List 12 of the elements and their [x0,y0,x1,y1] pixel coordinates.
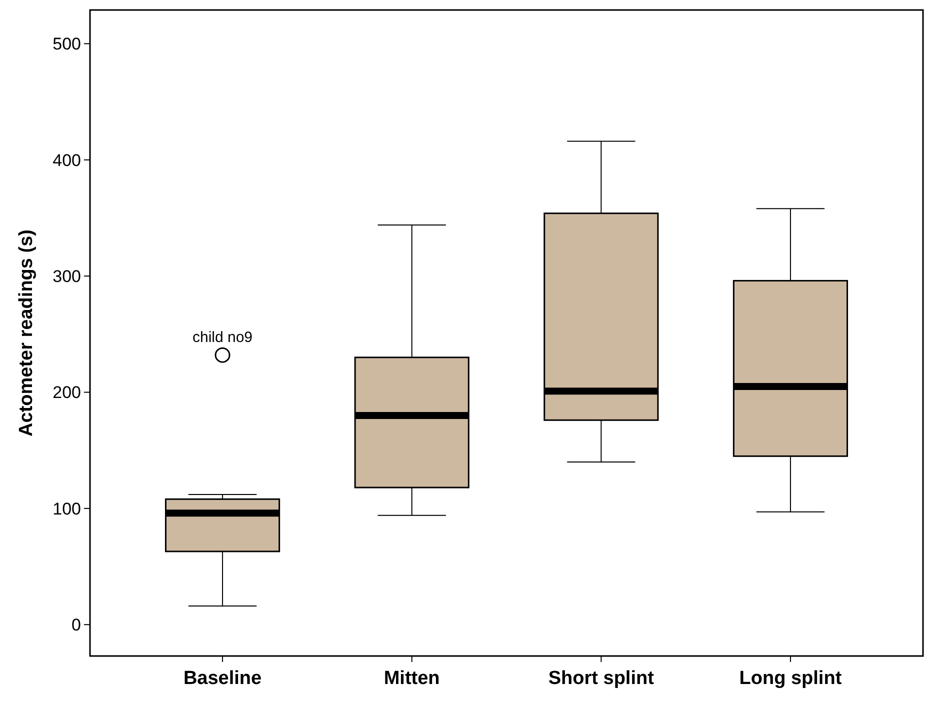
x-tick-label: Long splint [739,668,842,689]
y-tick-label: 300 [52,267,81,286]
x-tick-label: Baseline [183,668,262,689]
annotation: child no9 [192,329,253,346]
y-tick-label: 200 [52,383,81,402]
y-tick-label: 400 [52,150,81,170]
y-tick-label: 100 [52,499,81,518]
y-axis-title: Actometer readings (s) [16,230,37,436]
y-tick-label: 0 [72,616,81,635]
x-tick-label: Short splint [548,668,655,689]
x-tick-label: Mitten [384,668,440,689]
y-tick-label: 500 [52,34,81,54]
